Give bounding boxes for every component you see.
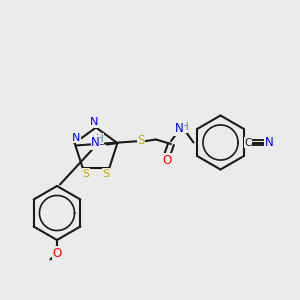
Text: N: N	[265, 136, 274, 149]
Text: N: N	[91, 136, 100, 149]
Text: O: O	[163, 154, 172, 167]
Text: C: C	[244, 137, 252, 148]
Text: S: S	[82, 169, 89, 178]
Text: N: N	[72, 133, 80, 142]
Text: H: H	[95, 134, 103, 143]
Text: S: S	[137, 134, 145, 148]
Text: S: S	[103, 169, 110, 178]
Text: O: O	[52, 247, 62, 260]
Text: N: N	[175, 122, 184, 136]
Text: N: N	[90, 117, 99, 127]
Text: H: H	[181, 122, 188, 133]
